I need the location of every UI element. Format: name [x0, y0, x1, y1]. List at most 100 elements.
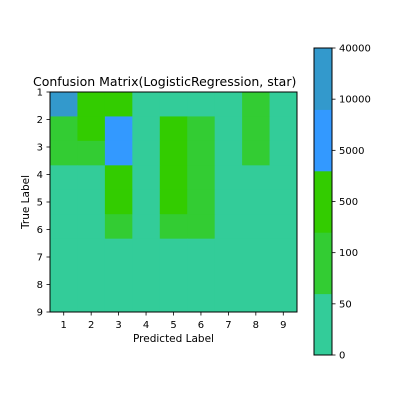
- heatmap-cell: [214, 92, 243, 117]
- heatmap-cell: [269, 165, 298, 191]
- heatmap-cell: [77, 165, 106, 191]
- heatmap-cell: [104, 238, 133, 264]
- heatmap-cell: [187, 116, 216, 142]
- y-tick-label: 6: [37, 225, 43, 236]
- heatmap-cell: [132, 214, 161, 240]
- heatmap-cell: [50, 287, 78, 313]
- heatmap-cell: [50, 92, 78, 117]
- heatmap-cell: [132, 116, 161, 142]
- heatmap-cell: [50, 238, 78, 264]
- colorbar-tick-label: 40000: [339, 44, 371, 55]
- heatmap-cell: [104, 263, 133, 289]
- heatmap-cell: [214, 238, 243, 264]
- colorbar-tick-label: 0: [339, 351, 345, 362]
- colorbar-segment: [314, 109, 332, 172]
- heatmap-cell: [242, 238, 271, 264]
- heatmap-cell: [269, 238, 298, 264]
- heatmap-cell: [132, 140, 161, 166]
- heatmap-cell: [242, 214, 271, 240]
- heatmap-cell: [159, 214, 188, 240]
- heatmap-cell: [214, 263, 243, 289]
- heatmap-cell: [187, 189, 216, 215]
- colorbar: [314, 48, 332, 356]
- heatmap-cell: [187, 140, 216, 166]
- y-tick-label: 9: [37, 308, 43, 319]
- heatmap-cell: [242, 116, 271, 142]
- heatmap-cell: [132, 165, 161, 191]
- heatmap-cell: [187, 287, 216, 313]
- heatmap-cell: [159, 140, 188, 166]
- heatmap-cell: [269, 287, 298, 313]
- heatmap-cell: [214, 189, 243, 215]
- heatmap-cell: [77, 238, 106, 264]
- heatmap-cell: [187, 92, 216, 117]
- heatmap-cell: [159, 189, 188, 215]
- x-tick-label: 5: [170, 320, 176, 331]
- heatmap-cell: [242, 92, 271, 117]
- y-tick-label: 1: [37, 88, 43, 99]
- colorbar-tick-label: 5000: [339, 146, 364, 157]
- heatmap-cell: [132, 189, 161, 215]
- heatmap-cell: [104, 165, 133, 191]
- colorbar-tick-label: 500: [339, 197, 358, 208]
- heatmap-cell: [269, 140, 298, 166]
- y-tick-label: 2: [37, 115, 43, 126]
- y-tick-label: 4: [37, 170, 43, 181]
- heatmap-cell: [159, 287, 188, 313]
- heatmap-cell: [242, 140, 271, 166]
- heatmap-cell: [77, 287, 106, 313]
- heatmap-cell: [77, 92, 106, 117]
- y-tick-label: 5: [37, 198, 43, 209]
- heatmap-cell: [104, 287, 133, 313]
- heatmap-cell: [214, 116, 243, 142]
- heatmap-cell: [269, 214, 298, 240]
- heatmap-cell: [242, 263, 271, 289]
- x-tick-label: 3: [115, 320, 121, 331]
- heatmap-cell: [269, 263, 298, 289]
- heatmap-cell: [77, 140, 106, 166]
- heatmap-cell: [159, 165, 188, 191]
- heatmap-cell: [242, 189, 271, 215]
- heatmap-cell: [132, 238, 161, 264]
- colorbar-tick-label: 10000: [339, 95, 371, 106]
- x-tick-label: 1: [61, 320, 67, 331]
- heatmap-cell: [104, 92, 133, 117]
- heatmap-cell: [77, 189, 106, 215]
- heatmap-cell: [242, 287, 271, 313]
- heatmap-cells: [50, 92, 298, 313]
- colorbar-ticks: 0 50 100 500 5000 10000 40000: [332, 44, 371, 362]
- heatmap-cell: [214, 287, 243, 313]
- heatmap-cell: [104, 189, 133, 215]
- colorbar-tick-label: 100: [339, 248, 358, 259]
- x-tick-label: 8: [253, 320, 259, 331]
- y-axis-label: True Label: [20, 175, 32, 230]
- heatmap-cell: [132, 287, 161, 313]
- heatmap-cell: [269, 116, 298, 142]
- heatmap-cell: [159, 263, 188, 289]
- heatmap-cell: [104, 140, 133, 166]
- heatmap-cell: [242, 165, 271, 191]
- heatmap-cell: [269, 92, 298, 117]
- colorbar-segment: [314, 170, 332, 233]
- heatmap-cell: [50, 189, 78, 215]
- heatmap-cell: [214, 140, 243, 166]
- heatmap-cell: [50, 263, 78, 289]
- x-tick-label: 6: [198, 320, 204, 331]
- y-tick-label: 8: [37, 280, 43, 291]
- heatmap-cell: [77, 116, 106, 142]
- heatmap-cell: [159, 238, 188, 264]
- heatmap-cell: [104, 116, 133, 142]
- heatmap-cell: [50, 140, 78, 166]
- x-tick-label: 2: [88, 320, 94, 331]
- heatmap-cell: [50, 165, 78, 191]
- heatmap-cell: [187, 214, 216, 240]
- heatmap-cell: [132, 263, 161, 289]
- colorbar-segment: [314, 232, 332, 295]
- y-tick-label: 7: [37, 253, 43, 264]
- heatmap-cell: [269, 189, 298, 215]
- colorbar-segment: [314, 293, 332, 356]
- x-axis-ticks: 1 2 3 4 5 6 7 8 9: [61, 312, 286, 331]
- heatmap-cell: [214, 214, 243, 240]
- chart-title: Confusion Matrix(LogisticRegression, sta…: [33, 74, 296, 89]
